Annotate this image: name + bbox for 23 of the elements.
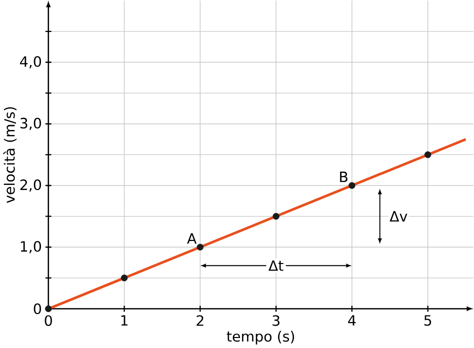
y-tick-label: 1,0 [20,241,41,254]
y-tick-label: 0 [34,304,41,314]
y-tick-label: 4,0 [20,56,41,68]
annotation: A [187,233,197,244]
x-tick-label: 0 [44,315,52,326]
x-tick-label: 5 [424,315,432,326]
point [45,306,52,312]
point [272,213,280,220]
point [424,151,432,158]
x-tick-label: 2 [196,315,204,326]
point [120,274,128,282]
point [196,244,204,251]
y-tick-label: 2,0 [20,180,41,192]
x-tick-label: 1 [121,315,128,326]
annotation: Δt [268,260,284,271]
x-axis-title: tempo (s) [226,330,294,345]
y-axis-title: velocità (m/s) [3,107,17,204]
x-tick-label: 4 [348,315,356,326]
annotation: Δv [390,211,408,222]
y-tick-label: 3,0 [20,118,41,130]
point [348,182,356,189]
annotation: B [340,172,348,182]
x-tick-label: 3 [272,315,280,326]
